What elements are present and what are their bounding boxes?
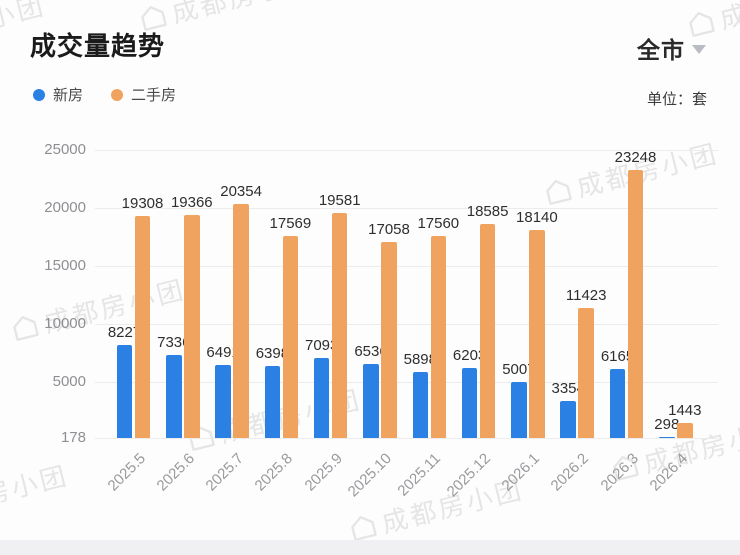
bar-value-label: 19308: [121, 195, 164, 213]
page-title: 成交量趋势: [30, 31, 166, 61]
house-logo-icon: [351, 516, 377, 541]
legend-item-new-home: 新房: [33, 84, 83, 105]
gridline: [95, 382, 718, 384]
y-axis-label: 5000: [52, 373, 86, 391]
bar-resale-home: [134, 216, 151, 438]
bar-resale-home: [627, 170, 644, 438]
bar-resale-home: [282, 236, 299, 438]
bar-value-label: 7093: [305, 336, 339, 354]
x-axis-label: 2026.1: [498, 450, 543, 495]
bar-value-label: 3354: [551, 380, 585, 398]
bar-new-home: [166, 354, 182, 438]
x-axis-label: 2025.10: [344, 450, 396, 501]
bar-value-label: 7336: [157, 333, 191, 351]
bar-value-label: 6203: [452, 347, 487, 365]
x-axis-label: 2025.12: [443, 450, 494, 501]
x-axis-label: 2026.2: [547, 450, 593, 495]
legend-label-new-home: 新房: [53, 87, 84, 104]
legend-label-resale-home: 二手房: [131, 87, 177, 104]
bar-new-home: [116, 344, 133, 438]
bar-value-label: 5898: [403, 350, 437, 368]
bar-resale-home: [233, 203, 249, 438]
watermark-text: 成都房小团: [716, 0, 740, 35]
bar-resale-home: [529, 229, 545, 438]
bar-value-label: 11423: [565, 286, 607, 304]
y-axis-label: 20000: [44, 199, 86, 217]
watermark-text: 成都房小团: [0, 460, 72, 525]
bar-new-home: [659, 436, 675, 438]
y-axis-label: 178: [60, 429, 86, 446]
legend-dot-new-home: [33, 88, 45, 101]
bar-value-label: 19366: [170, 194, 213, 212]
chevron-down-icon: [692, 45, 706, 54]
bar-new-home: [412, 371, 429, 438]
bar-resale-home: [430, 236, 447, 438]
x-axis-label: 2025.9: [301, 450, 346, 495]
bar-resale-home: [578, 307, 594, 438]
bar-value-label: 5007: [502, 360, 536, 378]
y-axis-label: 10000: [44, 315, 86, 333]
bar-value-label: 6165: [600, 347, 635, 365]
bar-new-home: [313, 357, 330, 438]
bar-value-label: 20354: [220, 182, 262, 200]
bar-new-home: [511, 381, 527, 438]
bar-new-home: [609, 368, 626, 438]
bar-value-label: 18585: [466, 203, 509, 221]
chart-legend: 新房 二手房: [33, 84, 176, 105]
bar-new-home: [363, 364, 379, 438]
y-axis-label: 25000: [44, 141, 86, 159]
bar-value-label: 6536: [354, 343, 388, 361]
x-axis-label: 2025.8: [251, 450, 297, 495]
x-axis-label: 2025.11: [394, 450, 445, 500]
bar-value-label: 17058: [368, 221, 410, 239]
bar-value-label: 1443: [668, 402, 702, 420]
bar-resale-home: [381, 242, 397, 438]
bottom-bar: [0, 540, 740, 555]
x-axis-label: 2025.5: [104, 450, 149, 495]
bar-new-home: [215, 364, 231, 438]
gridline: [95, 324, 718, 326]
gridline: [95, 266, 718, 268]
bar-value-label: 17560: [417, 215, 460, 233]
x-axis-label: 2026.3: [597, 450, 642, 495]
legend-item-resale-home: 二手房: [111, 84, 176, 105]
bar-value-label: 19581: [318, 191, 361, 209]
city-scope-label: 全市: [637, 37, 685, 63]
watermark: 成都房小团: [0, 455, 72, 534]
x-axis-label: 2026.4: [646, 450, 691, 495]
bar-value-label: 23248: [614, 149, 657, 167]
gridline: [95, 438, 718, 439]
watermark-text: 成都房小团: [573, 138, 722, 203]
house-logo-icon: [546, 180, 572, 205]
bar-value-label: 6398: [255, 344, 290, 362]
bar-value-label: 8227: [107, 323, 142, 341]
unit-label: 单位：套: [646, 91, 707, 108]
legend-dot-resale-home: [111, 88, 124, 101]
bar-new-home: [264, 365, 281, 438]
bar-new-home: [461, 368, 478, 438]
x-axis-label: 2025.7: [202, 450, 248, 495]
bar-value-label: 18140: [516, 208, 558, 226]
bar-resale-home: [331, 212, 348, 438]
gridline: [95, 150, 718, 152]
y-axis-label: 15000: [44, 257, 86, 275]
city-scope-dropdown[interactable]: 全市: [637, 31, 706, 65]
watermark-text: 成都房小团: [168, 0, 318, 30]
bar-new-home: [560, 401, 576, 438]
gridline: [95, 208, 718, 210]
bar-value-label: 6491: [206, 343, 240, 361]
bar-value-label: 298: [654, 415, 680, 433]
x-axis-label: 2025.6: [153, 450, 198, 495]
bar-resale-home: [479, 224, 496, 438]
bar-resale-home: [677, 423, 693, 438]
bar-resale-home: [184, 215, 200, 438]
bar-value-label: 17569: [269, 215, 312, 233]
